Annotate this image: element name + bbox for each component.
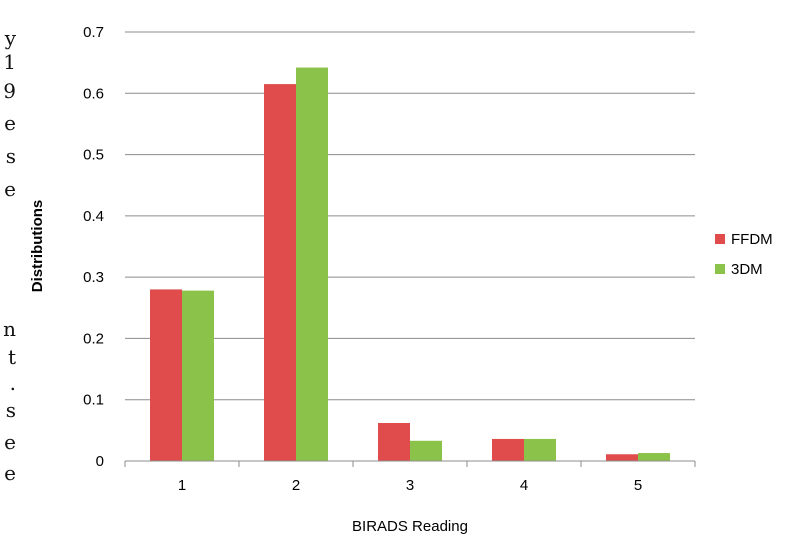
cropped-text-fragment: e bbox=[4, 461, 16, 485]
x-tick-label: 1 bbox=[178, 477, 186, 494]
x-tick-labels: 1 2 3 4 5 bbox=[178, 477, 642, 494]
legend: FFDM 3DM bbox=[715, 231, 773, 278]
bar-ffdm-1 bbox=[150, 289, 182, 461]
legend-label-3dm: 3DM bbox=[731, 261, 763, 278]
bar-3dm-2 bbox=[296, 67, 328, 461]
cropped-text-fragment: e bbox=[4, 430, 16, 454]
x-tick-label: 2 bbox=[292, 477, 300, 494]
legend-swatch-ffdm bbox=[715, 234, 725, 244]
y-tick-label: 0.7 bbox=[83, 24, 104, 41]
y-tick-label: 0.2 bbox=[83, 330, 104, 347]
y-tick-label: 0.3 bbox=[83, 269, 104, 286]
bar-ffdm-2 bbox=[264, 84, 296, 461]
bar-ffdm-3 bbox=[378, 423, 410, 461]
bar-ffdm-5 bbox=[606, 454, 638, 461]
cropped-text-fragment: 1 bbox=[3, 50, 16, 74]
cropped-text-fragment: s bbox=[6, 144, 16, 168]
cropped-text-fragment: e bbox=[4, 177, 16, 201]
legend-label-ffdm: FFDM bbox=[731, 231, 773, 248]
cropped-text-fragment: s bbox=[6, 398, 16, 422]
legend-swatch-3dm bbox=[715, 264, 725, 274]
bar-3dm-1 bbox=[182, 290, 214, 461]
y-tick-label: 0.5 bbox=[83, 147, 104, 164]
y-tick-label: 0.1 bbox=[83, 392, 104, 409]
cropped-text-fragment: 9 bbox=[3, 79, 16, 103]
x-tick-label: 3 bbox=[406, 477, 414, 494]
bars bbox=[150, 67, 670, 461]
bar-ffdm-4 bbox=[492, 438, 524, 461]
x-tick-label: 4 bbox=[520, 477, 528, 494]
axes bbox=[124, 460, 696, 467]
cropped-text-fragment: y bbox=[4, 26, 17, 50]
x-tick-label: 5 bbox=[634, 477, 642, 494]
y-tick-label: 0.6 bbox=[83, 85, 104, 102]
bar-3dm-4 bbox=[524, 438, 556, 461]
y-tick-label: 0 bbox=[96, 453, 104, 470]
bar-3dm-5 bbox=[638, 453, 670, 461]
y-tick-labels: 0 0.1 0.2 0.3 0.4 0.5 0.6 0.7 bbox=[83, 24, 104, 470]
gridlines bbox=[125, 31, 695, 401]
cropped-text-fragment: . bbox=[10, 371, 16, 395]
y-tick-label: 0.4 bbox=[83, 208, 104, 225]
bar-3dm-3 bbox=[410, 440, 442, 461]
y-axis-title: Distributions bbox=[29, 200, 46, 293]
cropped-text-fragment: t bbox=[8, 345, 16, 369]
cropped-text-fragment: e bbox=[4, 111, 16, 135]
x-axis-title: BIRADS Reading bbox=[352, 518, 468, 535]
cropped-text-fragment: n bbox=[3, 317, 16, 341]
